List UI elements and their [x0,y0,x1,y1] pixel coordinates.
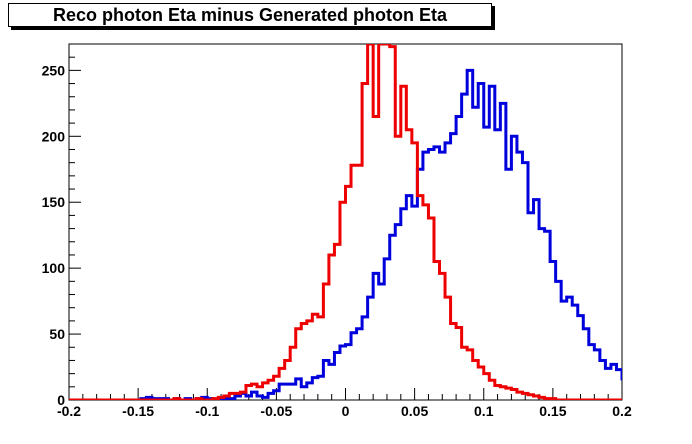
y-tick-label: 200 [42,128,66,144]
x-tick-label: 0 [342,403,350,419]
x-tick-label: -0.2 [57,403,81,419]
y-tick-label: 150 [42,194,66,210]
histogram-series-2 [69,44,622,400]
x-tick-label: -0.15 [122,403,154,419]
y-tick-label: 0 [57,392,65,408]
x-tick-label: -0.1 [195,403,219,419]
histogram-series-1 [69,68,622,400]
y-tick-label: 250 [42,62,66,78]
x-tick-label: 0.1 [474,403,494,419]
x-tick-label: 0.2 [612,403,632,419]
chart-title-box: Reco photon Eta minus Generated photon E… [8,3,492,27]
series-layer [69,44,622,400]
x-tick-label: -0.05 [260,403,292,419]
chart-title: Reco photon Eta minus Generated photon E… [52,5,448,25]
x-tick-label: 0.05 [401,403,428,419]
y-axis: 0 50 100 150 200 250 [42,43,81,408]
y-tick-label: 100 [42,260,66,276]
y-tick-label: 50 [49,326,65,342]
x-axis: -0.2 -0.15 -0.1 -0.05 0 0.05 0.1 0.15 0.2 [57,388,632,419]
x-tick-label: 0.15 [539,403,566,419]
plot-area [68,43,623,401]
